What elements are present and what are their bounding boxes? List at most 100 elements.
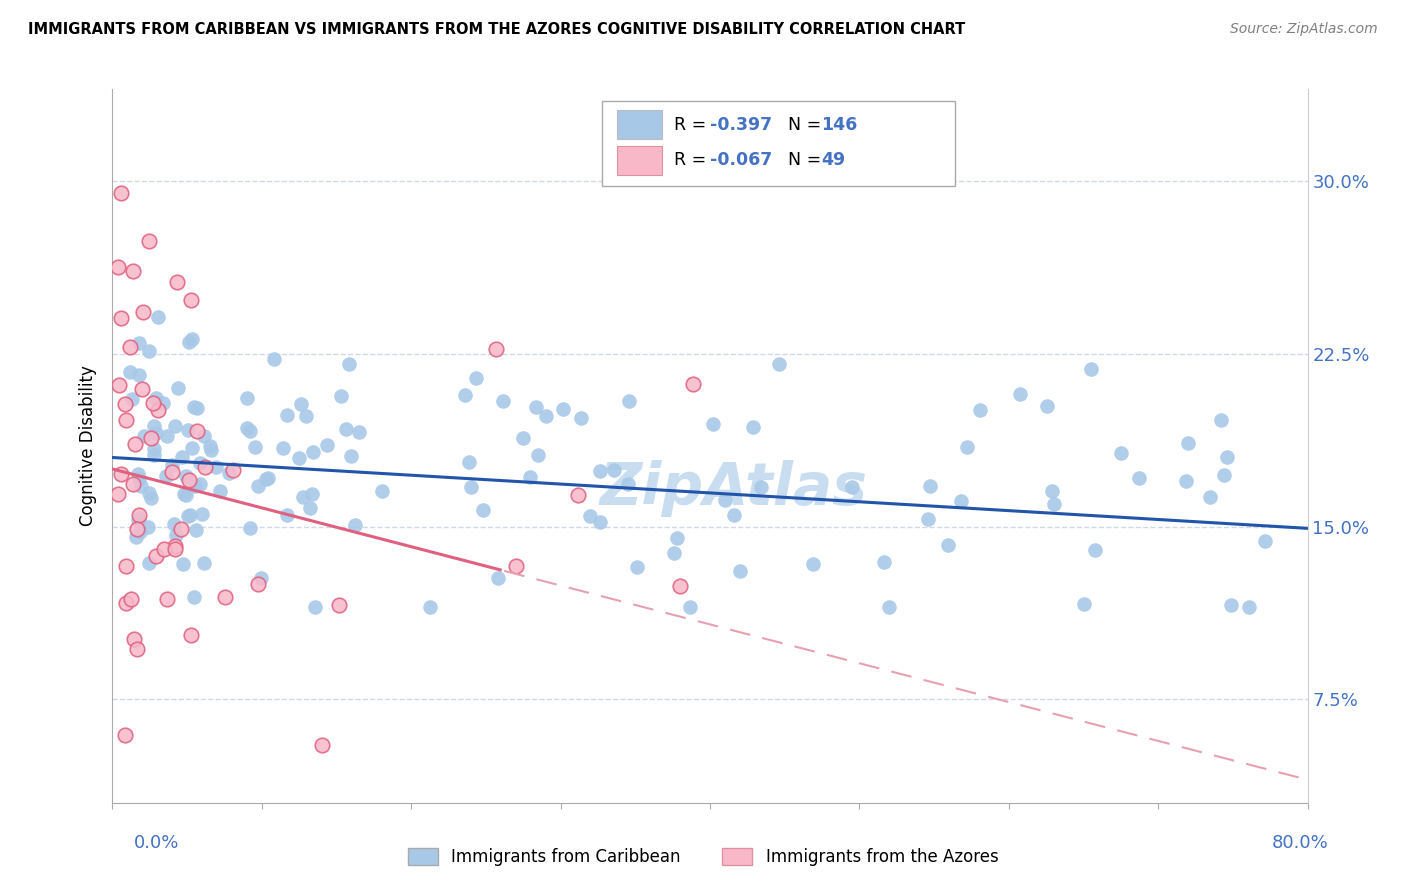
Text: Source: ZipAtlas.com: Source: ZipAtlas.com [1230, 22, 1378, 37]
Point [271, 441, 294, 455]
Text: R =: R = [675, 116, 711, 134]
Text: IMMIGRANTS FROM CARIBBEAN VS IMMIGRANTS FROM THE AZORES COGNITIVE DISABILITY COR: IMMIGRANTS FROM CARIBBEAN VS IMMIGRANTS … [28, 22, 966, 37]
Point [301, 445, 323, 459]
Point [128, 472, 150, 486]
Point [723, 508, 745, 522]
Point [679, 599, 702, 614]
Point [174, 469, 197, 483]
Point [120, 365, 142, 379]
Point [534, 409, 557, 423]
Point [145, 391, 167, 405]
Point [589, 464, 612, 478]
Point [304, 600, 326, 615]
Point [1213, 467, 1236, 482]
Point [290, 397, 312, 411]
Point [107, 260, 129, 274]
Point [343, 518, 366, 533]
Point [186, 401, 208, 416]
Point [120, 592, 142, 607]
Point [1216, 450, 1239, 464]
Point [183, 590, 205, 604]
Point [243, 440, 266, 454]
Point [155, 469, 177, 483]
Text: N =: N = [787, 116, 827, 134]
Point [239, 424, 262, 438]
Text: -0.067: -0.067 [710, 152, 772, 169]
Point [173, 487, 195, 501]
Point [682, 376, 704, 391]
Point [419, 600, 441, 615]
Point [917, 512, 939, 526]
Text: N =: N = [787, 152, 827, 169]
Point [132, 304, 155, 318]
Point [486, 571, 509, 585]
Point [163, 517, 186, 532]
Point [198, 439, 221, 453]
Point [263, 352, 285, 367]
Point [950, 493, 973, 508]
Point [1084, 542, 1107, 557]
Point [666, 531, 689, 545]
Point [142, 448, 165, 462]
Point [1080, 361, 1102, 376]
FancyBboxPatch shape [603, 102, 955, 186]
Point [121, 477, 143, 491]
Point [160, 458, 183, 472]
Point [505, 559, 527, 574]
Point [247, 478, 270, 492]
Point [184, 479, 207, 493]
Point [728, 564, 751, 578]
Point [165, 539, 187, 553]
Point [125, 530, 148, 544]
Point [127, 642, 149, 657]
Point [114, 727, 136, 741]
Point [169, 522, 191, 536]
Legend: Immigrants from Caribbean, Immigrants from the Azores: Immigrants from Caribbean, Immigrants fr… [401, 841, 1005, 873]
Point [301, 487, 323, 501]
Text: 146: 146 [821, 116, 858, 134]
Point [524, 400, 547, 414]
Point [330, 390, 353, 404]
Point [141, 431, 163, 445]
Point [619, 393, 641, 408]
Point [768, 357, 790, 371]
Point [872, 555, 894, 569]
Point [183, 400, 205, 414]
Point [110, 467, 132, 482]
Point [1036, 399, 1059, 413]
Point [191, 507, 214, 521]
Point [956, 440, 979, 454]
Point [485, 342, 508, 356]
Point [179, 334, 201, 349]
Point [287, 450, 309, 465]
Point [166, 275, 188, 289]
Point [569, 410, 592, 425]
Point [567, 488, 589, 502]
Point [122, 632, 145, 647]
Point [1010, 387, 1032, 401]
Point [1043, 497, 1066, 511]
Point [526, 449, 548, 463]
Point [118, 340, 141, 354]
Point [218, 466, 240, 480]
Point [188, 476, 211, 491]
Point [603, 463, 626, 477]
Point [153, 542, 176, 557]
Point [205, 460, 228, 475]
Point [239, 521, 262, 535]
Point [194, 460, 217, 475]
Text: 49: 49 [821, 152, 845, 169]
Point [186, 425, 208, 439]
Point [107, 487, 129, 501]
Point [193, 556, 215, 570]
Point [454, 388, 477, 402]
Point [1128, 471, 1150, 485]
Point [128, 508, 150, 522]
Point [146, 310, 169, 324]
Point [311, 738, 333, 752]
Point [257, 471, 280, 485]
Point [879, 600, 901, 615]
Point [1109, 445, 1132, 459]
Point [1198, 490, 1220, 504]
Point [122, 264, 145, 278]
